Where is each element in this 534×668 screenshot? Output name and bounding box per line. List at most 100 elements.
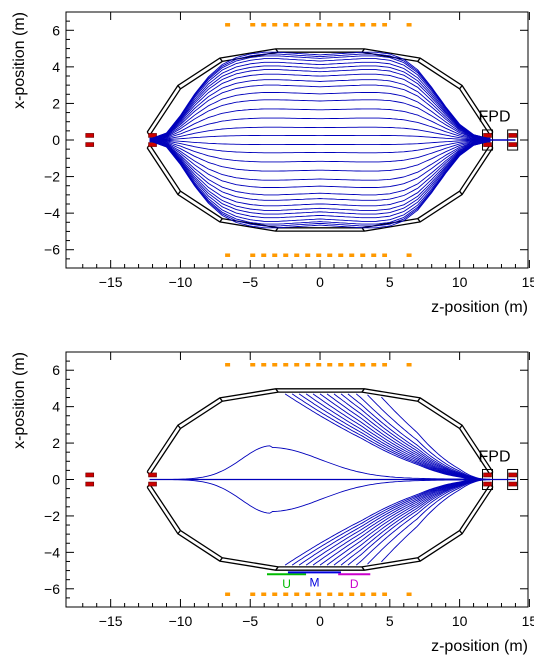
- red-marker: [85, 472, 95, 478]
- field-line: [149, 140, 491, 188]
- tank-vertex: [459, 85, 463, 90]
- field-line: [149, 126, 491, 141]
- field-line: [149, 69, 491, 140]
- field-line: [149, 140, 491, 201]
- tank-vertex: [177, 85, 181, 90]
- tank-vertex: [361, 227, 365, 232]
- y-tick-label: 2: [52, 95, 60, 111]
- detector-segment-label: U: [282, 577, 291, 591]
- y-axis-title: x-position (m): [11, 352, 28, 449]
- y-tick-label: 0: [52, 132, 60, 148]
- field-line: [149, 53, 491, 139]
- red-marker: [483, 481, 492, 487]
- field-line: [149, 140, 491, 211]
- red-marker: [483, 142, 492, 147]
- x-tick-label: 10: [452, 274, 468, 290]
- field-line: [149, 141, 491, 222]
- tank-vertex: [275, 388, 279, 393]
- red-marker: [85, 481, 95, 487]
- field-line: [149, 140, 491, 172]
- y-tick-label: 6: [52, 22, 60, 38]
- y-axis-title: x-position (m): [11, 12, 28, 109]
- tank-outline-bottom: [149, 144, 491, 229]
- plot-frame: [65, 11, 529, 269]
- field-line: [149, 79, 491, 140]
- field-line: [149, 139, 491, 163]
- x-tick-label: 5: [386, 274, 394, 290]
- red-marker: [148, 142, 157, 147]
- tank-vertex: [219, 57, 223, 62]
- y-tick-label: −4: [44, 544, 60, 560]
- tank-vertex: [361, 388, 365, 393]
- tank-vertex: [459, 424, 463, 429]
- x-tick-label: 0: [316, 274, 324, 290]
- x-tick-label: −5: [242, 613, 258, 629]
- red-marker: [508, 472, 517, 478]
- field-line: [149, 141, 491, 215]
- field-line: [149, 84, 491, 140]
- y-tick-label: −6: [44, 242, 60, 258]
- x-tick-label: 0: [316, 613, 324, 629]
- x-tick-label: 15: [522, 613, 534, 629]
- tank-outline-bottom: [149, 483, 491, 568]
- tank-vertex: [417, 557, 421, 562]
- y-tick-label: 0: [52, 472, 60, 488]
- red-marker: [85, 142, 95, 147]
- field-line-wall: [305, 479, 491, 566]
- tank-outline-bottom: [146, 486, 494, 571]
- field-line-wall: [347, 479, 491, 566]
- x-tick-label: 15: [522, 274, 534, 290]
- x-axis-title: z-position (m): [431, 638, 528, 655]
- tank-vertex: [177, 424, 181, 429]
- red-marker: [85, 133, 95, 138]
- x-tick-label: −15: [99, 274, 123, 290]
- field-line: [149, 139, 491, 154]
- y-tick-label: 4: [52, 399, 60, 415]
- field-line-wall: [284, 479, 491, 566]
- field-line: [149, 65, 491, 139]
- x-tick-label: 5: [386, 613, 394, 629]
- field-line: [149, 134, 491, 141]
- red-marker: [483, 133, 492, 138]
- y-tick-label: −2: [44, 169, 60, 185]
- field-line-wall: [381, 396, 491, 480]
- field-line-wall: [356, 393, 491, 480]
- detector-segment-label: M: [309, 575, 319, 589]
- field-line: [149, 141, 491, 229]
- field-line-wall: [367, 394, 491, 480]
- field-line-wall: [356, 479, 491, 566]
- tank-outline-bottom: [146, 147, 494, 232]
- tank-vertex: [417, 57, 421, 62]
- y-tick-label: −2: [44, 508, 60, 524]
- tank-vertex: [417, 397, 421, 402]
- red-marker: [148, 481, 157, 487]
- tank-vertex: [275, 566, 279, 571]
- tank-vertex: [177, 190, 181, 195]
- y-tick-label: 4: [52, 59, 60, 75]
- tank-vertex: [275, 48, 279, 53]
- field-line-wall: [305, 393, 491, 480]
- field-line: [149, 141, 491, 225]
- tank-outline-top: [146, 48, 494, 133]
- plot-area: [85, 23, 519, 257]
- red-marker: [483, 472, 492, 478]
- chart-panel-top: −15 −10 −5 0 5 10 15 −6 −4 −2 0 2 4 6 z-position (m) x-…: [11, 11, 534, 316]
- tank-outline-top: [149, 51, 491, 136]
- y-tick-label: 6: [52, 362, 60, 378]
- y-tick-label: 2: [52, 435, 60, 451]
- fpd-label: FPD: [479, 448, 511, 465]
- tank-outline-top: [146, 388, 494, 473]
- chart-panel-bottom: −15 −10 −5 0 5 10 15 −6 −4 −2 0 2 4 6 z-position (m) x-…: [11, 351, 534, 655]
- red-marker: [508, 481, 517, 487]
- tank-vertex: [417, 218, 421, 223]
- tank-vertex: [361, 48, 365, 53]
- tank-vertex: [275, 227, 279, 232]
- field-line-wall: [381, 479, 491, 563]
- field-line: [149, 117, 491, 141]
- tank-vertex: [219, 218, 223, 223]
- detector-segment-label: D: [350, 577, 359, 591]
- field-line-wall: [298, 393, 491, 480]
- field-line: [149, 51, 491, 139]
